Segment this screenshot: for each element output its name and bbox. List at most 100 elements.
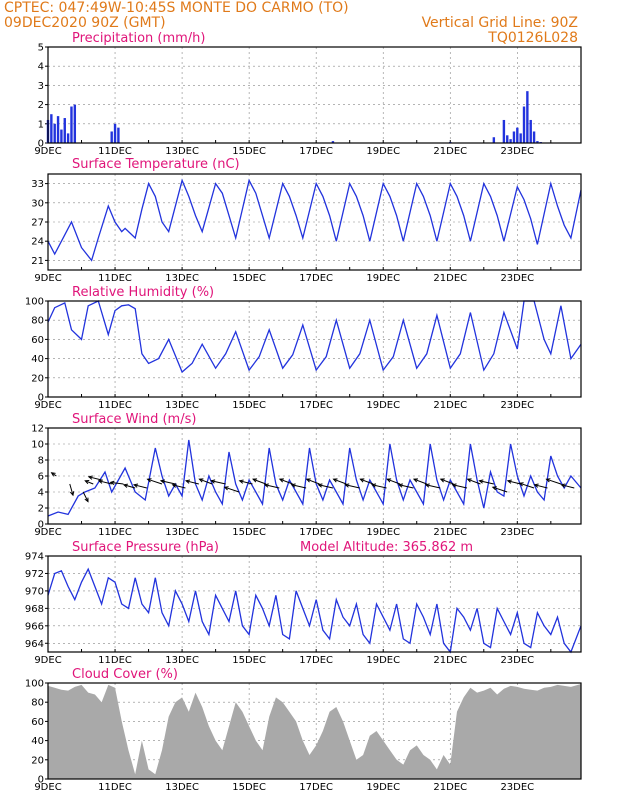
wind-arrowhead: [122, 483, 128, 488]
title-precipitation: Precipitation (mm/h): [72, 31, 205, 46]
wind-arrow: [133, 484, 148, 489]
y-tick-label: 60: [31, 335, 44, 346]
y-tick-label: 970: [25, 586, 44, 597]
wind-arrowhead: [305, 478, 311, 483]
wind-arrowhead: [109, 480, 115, 485]
x-tick-label: 21DEC: [433, 527, 467, 538]
x-tick-label: 21DEC: [433, 782, 467, 793]
x-tick-label: 19DEC: [366, 400, 400, 411]
x-tick-label: 15DEC: [232, 146, 266, 157]
x-tick-label: 19DEC: [366, 527, 400, 538]
wind-arrow: [398, 484, 414, 489]
y-tick-label: 40: [31, 354, 44, 365]
x-tick-label: 15DEC: [232, 400, 266, 411]
wind-series-line: [47, 439, 582, 517]
wind-arrowhead: [50, 472, 56, 477]
precip-bar: [502, 119, 506, 143]
y-tick-label: 0: [38, 775, 44, 786]
wind-arrow: [425, 484, 441, 489]
panel-frame: [47, 300, 582, 398]
wind-arrow: [199, 478, 213, 485]
x-tick-label: 17DEC: [299, 527, 333, 538]
y-tick-label: 6: [38, 472, 44, 483]
wind-arrow: [387, 478, 401, 485]
y-tick-label: 12: [31, 424, 44, 435]
panel-precipitation: Precipitation (mm/h) 0 1 2 3 4 5 9DEC 11DEC 13DE…: [34, 31, 582, 157]
wind-arrowhead: [545, 478, 551, 483]
wind-arrow: [333, 478, 347, 485]
panel-frame: [47, 427, 582, 525]
x-tick-label: 15DEC: [232, 782, 266, 793]
y-tick-label: 21: [31, 256, 44, 267]
wind-arrowhead: [491, 486, 497, 491]
title-pressure: Surface Pressure (hPa): [72, 540, 219, 555]
wind-arrow: [264, 484, 280, 489]
title-temperature: Surface Temperature (nC): [72, 157, 240, 172]
x-tick-label: 17DEC: [299, 273, 333, 284]
rh-series-line: [47, 300, 582, 374]
wind-arrowhead: [412, 478, 419, 483]
y-tick-label: 2: [38, 504, 44, 515]
wind-arrowhead: [159, 479, 165, 484]
x-tick-label: 11DEC: [98, 655, 132, 666]
wind-arrow: [372, 484, 387, 489]
x-tick-label: 19DEC: [366, 273, 400, 284]
y-tick-label: 27: [31, 218, 44, 229]
panel-pressure: Surface Pressure (hPa) Model Altitude: 3…: [25, 540, 582, 666]
x-tick-label: 11DEC: [98, 400, 132, 411]
y-tick-label: 964: [25, 639, 44, 650]
wind-arrow: [479, 480, 494, 485]
panel-humidity: Relative Humidity (%) 0 20 40 60 80 100 9DEC 11…: [25, 285, 582, 411]
panel-wind: Surface Wind (m/s) 0 2 4 6 8 10 12 9DEC 11DEC 13D…: [31, 412, 582, 538]
precip-bar: [331, 141, 335, 143]
precip-bar: [512, 131, 516, 143]
y-tick-label: 968: [25, 604, 44, 615]
precip-bar: [522, 106, 526, 143]
y-tick-label: 8: [38, 456, 44, 467]
wind-arrowhead: [238, 479, 244, 484]
wind-arrow: [467, 478, 481, 485]
x-tick-label: 11DEC: [98, 273, 132, 284]
wind-arrow: [291, 484, 307, 489]
precip-bar: [529, 119, 532, 143]
x-tick-label: 13DEC: [165, 782, 199, 793]
wind-arrowhead: [84, 480, 90, 485]
wind-arrow: [160, 480, 176, 485]
x-tick-label: 15DEC: [232, 655, 266, 666]
wind-arrow: [211, 480, 226, 485]
x-tick-label: 17DEC: [299, 782, 333, 793]
y-tick-label: 100: [25, 297, 44, 308]
precip-bar: [50, 114, 53, 143]
x-tick-label: 11DEC: [98, 146, 132, 157]
wind-arrowhead: [263, 483, 269, 488]
y-tick-label: 33: [31, 179, 44, 190]
x-tick-label: 21DEC: [433, 146, 467, 157]
wind-arrow: [123, 484, 136, 489]
y-tick-label: 2: [38, 100, 44, 111]
y-tick-label: 0: [38, 520, 44, 531]
y-tick-label: 10: [31, 440, 44, 451]
wind-arrow: [279, 478, 293, 485]
wind-arrow: [185, 480, 199, 485]
wind-arrowhead: [439, 478, 445, 483]
wind-arrow: [507, 480, 521, 485]
wind-arrow: [318, 484, 334, 489]
precip-bar: [536, 141, 539, 143]
precip-bar: [509, 139, 512, 143]
precip-bar: [532, 131, 536, 143]
x-tick-label: 23DEC: [500, 400, 534, 411]
wind-arrowhead: [359, 478, 365, 483]
x-tick-label: 13DEC: [165, 527, 199, 538]
title-cloud-cover: Cloud Cover (%): [72, 667, 178, 682]
wind-arrowhead: [184, 479, 191, 484]
wind-arrowhead: [146, 478, 152, 483]
wind-arrowhead: [424, 483, 430, 488]
y-tick-label: 0: [38, 393, 44, 404]
y-tick-label: 20: [31, 373, 44, 384]
wind-arrowhead: [210, 479, 216, 484]
wind-arrow: [147, 478, 163, 485]
wind-arrowhead: [518, 482, 524, 487]
x-tick-label: 9DEC: [34, 146, 61, 157]
x-tick-label: 15DEC: [232, 273, 266, 284]
precip-bar: [66, 133, 70, 143]
